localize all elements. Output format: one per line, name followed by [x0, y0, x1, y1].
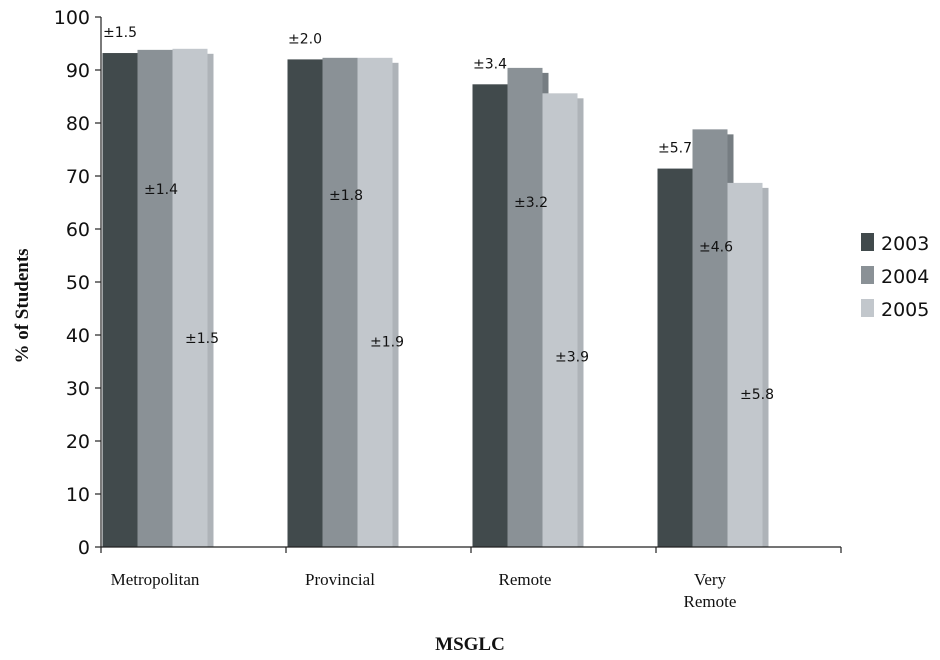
category-label-1-0: Provincial — [305, 570, 375, 589]
axes-layer — [95, 16, 842, 553]
labels-layer: 0 10 20 30 40 50 60 70 80 90 100 Metropolitan Provin… — [54, 7, 774, 611]
x-axis-title: MSGLC — [435, 634, 505, 655]
y-tick-label-50: 50 — [66, 272, 90, 294]
y-tick-label-90: 90 — [66, 60, 90, 82]
category-label-3-1: Remote — [684, 592, 737, 611]
bar-2004-3 — [692, 129, 728, 548]
bar-2003-1 — [287, 59, 323, 548]
y-tick-label-80: 80 — [66, 113, 90, 135]
y-tick-label-10: 10 — [66, 484, 90, 506]
y-tick-label-100: 100 — [54, 7, 90, 29]
error-label-2004-0: ±1.4 — [144, 182, 178, 198]
error-label-2003-2: ±3.4 — [473, 56, 507, 72]
y-tick-label-60: 60 — [66, 219, 90, 241]
error-label-2003-3: ±5.7 — [658, 141, 692, 157]
y-tick-label-70: 70 — [66, 166, 90, 188]
bar-side-2005-2 — [577, 98, 584, 547]
category-label-2-0: Remote — [499, 570, 552, 589]
error-label-2003-1: ±2.0 — [288, 31, 322, 47]
bar-side-2005-3 — [762, 187, 769, 547]
y-tick-label-20: 20 — [66, 431, 90, 453]
error-label-2005-0: ±1.5 — [185, 331, 219, 347]
legend-label-2005: 2005 — [881, 299, 929, 321]
category-label-3-0: Very — [694, 570, 727, 589]
error-label-2005-3: ±5.8 — [740, 387, 774, 403]
error-label-2003-0: ±1.5 — [103, 25, 137, 41]
error-label-2005-1: ±1.9 — [370, 335, 404, 351]
error-label-2004-2: ±3.2 — [514, 195, 548, 211]
error-label-2005-2: ±3.9 — [555, 349, 589, 365]
bars-layer — [102, 48, 769, 548]
legend: 2003 2004 2005 — [861, 233, 929, 321]
category-label-0-0: Metropolitan — [111, 570, 200, 589]
y-tick-label-0: 0 — [78, 537, 90, 559]
legend-swatch-2003 — [861, 233, 874, 251]
y-axis-title: % of Students — [12, 248, 33, 363]
bar-side-2005-0 — [207, 53, 214, 548]
bar-2005-2 — [542, 93, 578, 547]
legend-swatch-2005 — [861, 299, 874, 317]
bar-2004-2 — [507, 67, 543, 547]
bar-2003-0 — [102, 53, 138, 547]
bar-2004-1 — [322, 57, 358, 548]
y-tick-label-30: 30 — [66, 378, 90, 400]
legend-label-2003: 2003 — [881, 233, 929, 255]
legend-label-2004: 2004 — [881, 266, 929, 288]
bar-2004-0 — [137, 49, 173, 548]
bar-2003-2 — [472, 84, 508, 547]
bar-2005-0 — [172, 48, 208, 548]
error-label-2004-1: ±1.8 — [329, 188, 363, 204]
bar-2005-3 — [727, 182, 763, 547]
legend-swatch-2004 — [861, 266, 874, 284]
y-tick-label-40: 40 — [66, 325, 90, 347]
error-label-2004-3: ±4.6 — [699, 239, 733, 255]
bar-2003-3 — [657, 168, 693, 547]
bar-2005-1 — [357, 57, 393, 548]
bar-side-2005-1 — [392, 62, 399, 548]
